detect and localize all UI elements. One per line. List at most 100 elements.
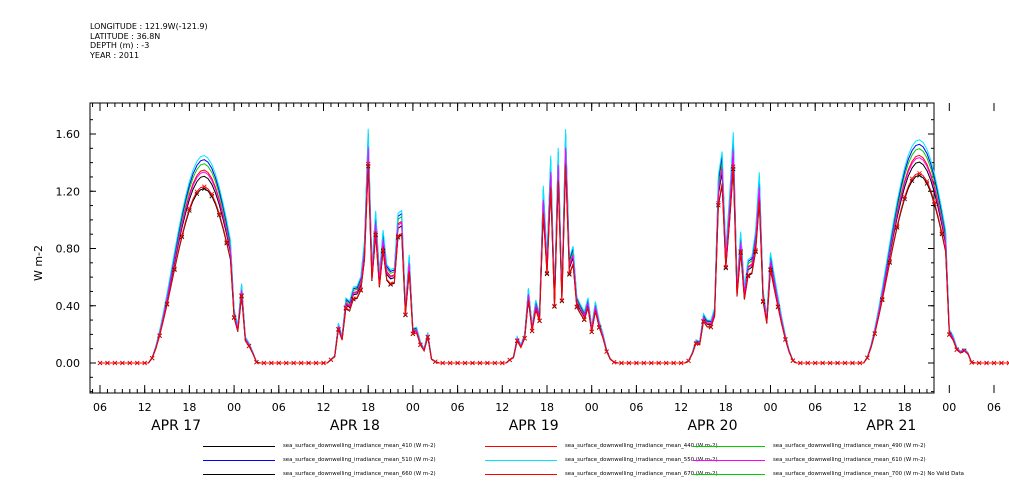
x-tick-label: 18 (361, 401, 375, 414)
x-tick-label: 18 (719, 401, 733, 414)
series-marker (410, 331, 416, 336)
series-marker (932, 199, 937, 205)
series-marker (149, 355, 155, 361)
series-marker (649, 360, 654, 366)
y-tick-label: 0.40 (56, 300, 81, 313)
series-marker (224, 239, 229, 245)
series-marker (194, 189, 200, 194)
legend-label: sea_surface_downwelling_irradiance_mean_… (283, 457, 436, 463)
legend-swatch (485, 474, 557, 475)
series-marker (924, 179, 930, 184)
series-marker (693, 341, 699, 346)
series-line-0 (100, 152, 1009, 364)
legend-label: sea_surface_downwelling_irradiance_mean_… (565, 471, 718, 477)
series-marker (812, 360, 818, 366)
series-marker (827, 360, 833, 366)
series-line-6 (100, 166, 1009, 364)
series-marker (261, 360, 267, 366)
series-marker (380, 247, 386, 253)
series-marker (246, 343, 252, 349)
legend-swatch (485, 460, 557, 461)
x-tick-label: 06 (987, 401, 1001, 414)
series-marker (321, 360, 326, 366)
series-marker (835, 360, 840, 366)
y-tick-label: 1.20 (56, 185, 81, 198)
x-date-label: APR 21 (866, 418, 916, 434)
series-marker (723, 264, 729, 270)
series-marker (574, 304, 580, 309)
series-marker (187, 206, 192, 211)
series-marker (589, 329, 594, 334)
series-marker (902, 194, 907, 200)
series-marker (455, 360, 460, 366)
series-line-5 (100, 147, 1009, 364)
series-marker (604, 349, 609, 354)
legend-label: sea_surface_downwelling_irradiance_mean_… (565, 457, 718, 463)
series-marker (917, 171, 922, 176)
series-marker (105, 360, 110, 366)
series-marker (686, 358, 691, 364)
series-line-7 (100, 163, 1009, 364)
series-marker (775, 304, 781, 309)
x-tick-label: 00 (764, 401, 778, 414)
y-axis-label: W m-2 (32, 245, 45, 281)
series-marker (701, 318, 706, 324)
series-marker (611, 359, 617, 365)
series-marker (961, 348, 967, 353)
series-marker (559, 298, 565, 304)
series-marker (395, 233, 401, 239)
series-marker (157, 333, 162, 338)
x-tick-label: 00 (227, 401, 241, 414)
series-marker (753, 248, 758, 253)
series-marker (671, 360, 676, 366)
series-marker (947, 332, 952, 337)
series-marker (254, 359, 259, 365)
series-marker (358, 287, 364, 292)
x-date-label: APR 18 (330, 418, 380, 434)
series-marker (954, 347, 960, 352)
series-marker (440, 360, 445, 366)
x-date-label: APR 19 (509, 418, 559, 434)
legend-swatch (485, 446, 557, 447)
legend-swatch (693, 460, 765, 461)
legend-label: sea_surface_downwelling_irradiance_mean_… (565, 443, 718, 449)
x-tick-label: 06 (272, 401, 286, 414)
series-marker (291, 360, 296, 366)
series-marker (626, 360, 632, 366)
series-marker (269, 360, 274, 366)
series-marker (216, 211, 222, 216)
series-marker (134, 360, 140, 366)
series-marker (179, 233, 185, 238)
series-marker (939, 230, 945, 235)
series-line-2 (100, 138, 1009, 364)
series-marker (783, 337, 788, 342)
x-tick-label: 00 (585, 401, 599, 414)
series-marker (462, 360, 468, 366)
series-marker (432, 359, 438, 365)
x-tick-label: 18 (540, 401, 554, 414)
x-tick-label: 12 (674, 401, 688, 414)
series-marker (976, 360, 982, 366)
series-marker (425, 334, 431, 340)
series-marker (656, 360, 662, 366)
legend-label: sea_surface_downwelling_irradiance_mean_… (283, 443, 436, 449)
series-marker (790, 358, 796, 363)
series-marker (842, 360, 848, 366)
series-marker (745, 272, 751, 278)
series-marker (388, 281, 393, 286)
series-marker (857, 360, 863, 366)
series-marker (514, 338, 520, 343)
series-marker (365, 161, 371, 167)
latitude-text: LATITUDE : 36.8N (90, 31, 161, 41)
series-marker (619, 360, 624, 366)
depth-text: DEPTH (m) : -3 (90, 41, 150, 50)
y-tick-label: 0.80 (56, 243, 81, 256)
series-marker (768, 266, 773, 272)
legend-label: sea_surface_downwelling_irradiance_mean_… (773, 457, 926, 463)
series-marker (708, 324, 714, 330)
series-marker (336, 326, 341, 332)
series-marker (507, 357, 513, 363)
series-line-1 (100, 145, 1009, 364)
series-marker (276, 360, 282, 366)
series-marker (164, 301, 170, 306)
